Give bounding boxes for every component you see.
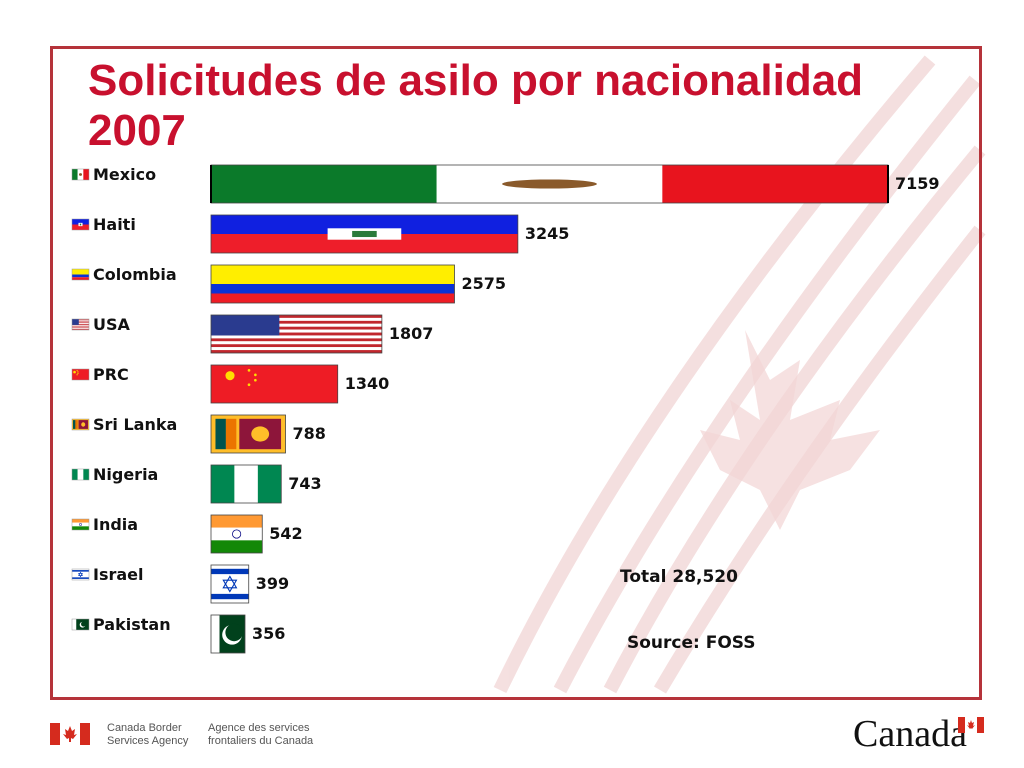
legend-item-prc: PRC <box>71 365 129 384</box>
legend-label-israel: Israel <box>93 565 144 584</box>
agency-fr-line1: Agence des services <box>208 722 310 734</box>
bars: 7159 3245 2575 1807 1340 788 743 542 399 356 <box>210 164 940 654</box>
value-label-colombia: 2575 <box>462 274 507 293</box>
value-label-mexico: 7159 <box>895 174 940 193</box>
total-label: Total 28,520 <box>620 567 738 587</box>
legend-label-india: India <box>93 515 138 534</box>
source-label: Source: FOSS <box>627 633 756 653</box>
sri-lanka-flag-icon <box>71 418 90 431</box>
footer <box>0 705 1024 768</box>
value-label-haiti: 3245 <box>525 224 570 243</box>
slide-frame <box>50 46 982 700</box>
agency-fr-line2: frontaliers du Canada <box>208 735 314 747</box>
bar-haiti <box>210 214 519 254</box>
legend-label-haiti: Haiti <box>93 215 136 234</box>
legend-item-pakistan: Pakistan <box>71 615 171 634</box>
legend-item-nigeria: Nigeria <box>71 465 158 484</box>
legend-label-usa: USA <box>93 315 131 334</box>
value-label-nigeria: 743 <box>288 474 321 493</box>
bar-mexico <box>210 164 889 204</box>
israel-flag-icon <box>71 568 90 581</box>
agency-name-english: Canada Border Services Agency <box>107 722 227 748</box>
legend-item-israel: Israel <box>71 565 144 584</box>
value-label-israel: 399 <box>256 574 289 593</box>
usa-flag-icon <box>71 318 90 331</box>
value-label-pakistan: 356 <box>252 624 285 643</box>
bar-prc <box>210 364 339 404</box>
bar-nigeria <box>210 464 282 504</box>
value-label-prc: 1340 <box>345 374 390 393</box>
bar-colombia <box>210 264 455 304</box>
legend-item-usa: USA <box>71 315 131 334</box>
india-flag-icon <box>71 518 90 531</box>
haiti-flag-icon <box>71 218 90 231</box>
mexico-flag-icon <box>71 168 90 181</box>
value-label-sri-lanka: 788 <box>293 424 326 443</box>
legend-label-sri-lanka: Sri Lanka <box>93 415 177 434</box>
nigeria-flag-icon <box>71 468 90 481</box>
value-label-usa: 1807 <box>389 324 434 343</box>
agency-en-line2: Services Agency <box>107 735 189 747</box>
bar-sri-lanka <box>210 414 286 454</box>
pakistan-flag-icon <box>71 618 90 631</box>
wordmark-flag-icon <box>958 717 984 733</box>
agency-en-line1: Canada Border <box>107 722 182 734</box>
legend-item-sri-lanka: Sri Lanka <box>71 415 177 434</box>
legend-item-colombia: Colombia <box>71 265 177 284</box>
bar-usa <box>210 314 383 354</box>
prc-flag-icon <box>71 368 90 381</box>
chart-title: Solicitudes de asilo por nacionalidad 20… <box>88 56 864 155</box>
legend-label-prc: PRC <box>93 365 129 384</box>
legend-label-nigeria: Nigeria <box>93 465 158 484</box>
legend-item-mexico: Mexico <box>71 165 156 184</box>
canada-wordmark: Canada <box>853 713 967 755</box>
bar-pakistan <box>210 614 246 654</box>
colombia-flag-icon <box>71 268 90 281</box>
legend-item-india: India <box>71 515 138 534</box>
agency-name-french: Agence des services frontaliers du Canad… <box>208 722 328 748</box>
canada-flag-icon <box>50 723 90 745</box>
bar-india <box>210 514 263 554</box>
legend-label-mexico: Mexico <box>93 165 156 184</box>
value-label-india: 542 <box>269 524 302 543</box>
legend-label-colombia: Colombia <box>93 265 177 284</box>
legend-label-pakistan: Pakistan <box>93 615 171 634</box>
bar-israel <box>210 564 250 604</box>
legend-item-haiti: Haiti <box>71 215 136 234</box>
legend: Mexico Haiti Colombia USA PRC Sri Lanka Nigeri… <box>71 165 177 634</box>
